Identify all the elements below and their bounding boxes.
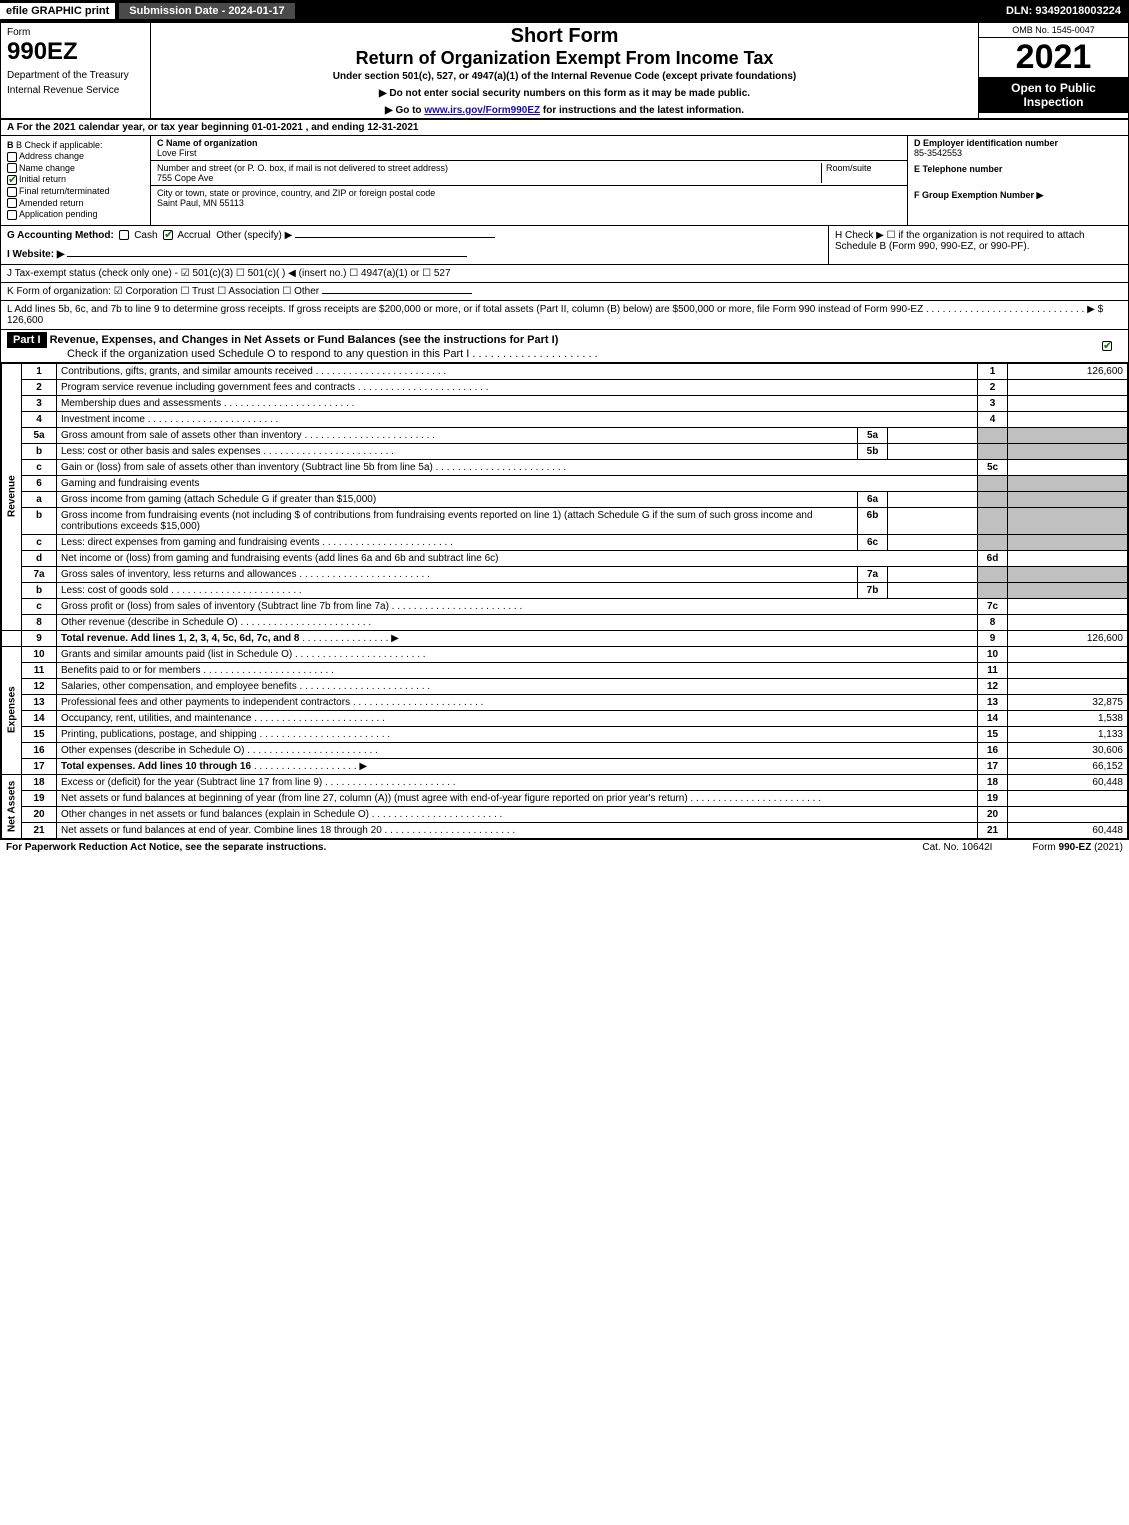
- submission-date: Submission Date - 2024-01-17: [119, 3, 294, 19]
- revenue-section-label: Revenue: [2, 363, 22, 630]
- row-g-h: G Accounting Method: Cash Accrual Other …: [1, 226, 1128, 265]
- paperwork-notice: For Paperwork Reduction Act Notice, see …: [6, 842, 326, 853]
- chk-address-change[interactable]: Address change: [7, 151, 144, 162]
- org-city: Saint Paul, MN 55113: [157, 198, 244, 208]
- header-mid: Short Form Return of Organization Exempt…: [151, 23, 978, 118]
- form-number: 990EZ: [7, 38, 144, 66]
- addr-label: Number and street (or P. O. box, if mail…: [157, 163, 448, 173]
- part-1-title: Revenue, Expenses, and Changes in Net As…: [50, 334, 559, 346]
- line-14-amt: 1,538: [1008, 710, 1128, 726]
- box-b: B B Check if applicable: Address change …: [1, 136, 151, 225]
- city-label: City or town, state or province, country…: [157, 188, 435, 198]
- lines-table: Revenue 1Contributions, gifts, grants, a…: [1, 363, 1128, 839]
- ein-value: 85-3542553: [914, 148, 962, 158]
- chk-amended[interactable]: Amended return: [7, 198, 144, 209]
- ein-label: D Employer identification number: [914, 138, 1058, 148]
- ssn-note: ▶ Do not enter social security numbers o…: [157, 88, 972, 99]
- tel-label: E Telephone number: [914, 164, 1002, 174]
- row-j: J Tax-exempt status (check only one) - ☑…: [1, 265, 1128, 283]
- row-k: K Form of organization: ☑ Corporation ☐ …: [1, 283, 1128, 301]
- chk-schedule-o[interactable]: [1102, 341, 1112, 351]
- chk-name-change[interactable]: Name change: [7, 163, 144, 174]
- box-c: C Name of organizationLove First Number …: [151, 136, 908, 225]
- box-b-hdr: B Check if applicable:: [16, 140, 103, 150]
- box-def: D Employer identification number85-35425…: [908, 136, 1128, 225]
- org-name: Love First: [157, 148, 197, 158]
- line-17-total-exp: 66,152: [1008, 758, 1128, 774]
- chk-final-return[interactable]: Final return/terminated: [7, 186, 144, 197]
- tax-year: 2021: [979, 38, 1128, 77]
- irs-link[interactable]: www.irs.gov/Form990EZ: [424, 105, 540, 116]
- chk-cash[interactable]: [119, 230, 129, 240]
- expenses-section-label: Expenses: [2, 646, 22, 774]
- part-1-header: Part I Revenue, Expenses, and Changes in…: [1, 330, 1128, 363]
- website-row: I Website: ▶: [7, 249, 822, 260]
- top-info-row: B B Check if applicable: Address change …: [1, 136, 1128, 226]
- line-13-amt: 32,875: [1008, 694, 1128, 710]
- form-header: Form 990EZ Department of the Treasury In…: [1, 23, 1128, 120]
- line-18-amt: 60,448: [1008, 774, 1128, 790]
- goto-pre: ▶ Go to: [385, 105, 424, 116]
- line-1-amt: 126,600: [1008, 363, 1128, 379]
- part-1-checknote: Check if the organization used Schedule …: [67, 348, 598, 360]
- form-body: Form 990EZ Department of the Treasury In…: [0, 22, 1129, 840]
- form-word: Form: [7, 27, 144, 38]
- dln-label: DLN: 93492018003224: [998, 3, 1129, 19]
- header-right: OMB No. 1545-0047 2021 Open to Public In…: [978, 23, 1128, 118]
- goto-post: for instructions and the latest informat…: [540, 105, 744, 116]
- net-assets-section-label: Net Assets: [2, 774, 22, 838]
- header-left: Form 990EZ Department of the Treasury In…: [1, 23, 151, 118]
- accounting-method: G Accounting Method: Cash Accrual Other …: [7, 230, 822, 241]
- line-16-amt: 30,606: [1008, 742, 1128, 758]
- efile-print-label[interactable]: efile GRAPHIC print: [0, 3, 115, 19]
- dept-treasury: Department of the Treasury: [7, 70, 144, 81]
- form-subtitle: Under section 501(c), 527, or 4947(a)(1)…: [157, 71, 972, 82]
- top-bar: efile GRAPHIC print Submission Date - 20…: [0, 0, 1129, 22]
- form-year-label: Form 990-EZ (2021): [1032, 842, 1123, 853]
- omb-number: OMB No. 1545-0047: [979, 23, 1128, 38]
- form-title: Return of Organization Exempt From Incom…: [157, 48, 972, 69]
- row-a-calendar-year: A For the 2021 calendar year, or tax yea…: [1, 120, 1128, 136]
- room-suite-label: Room/suite: [821, 163, 901, 183]
- line-21-amt: 60,448: [1008, 822, 1128, 838]
- gross-receipts-amt: 126,600: [7, 315, 43, 326]
- line-15-amt: 1,133: [1008, 726, 1128, 742]
- box-h: H Check ▶ ☐ if the organization is not r…: [828, 226, 1128, 264]
- group-exemption-label: F Group Exemption Number ▶: [914, 190, 1043, 200]
- goto-note: ▶ Go to www.irs.gov/Form990EZ for instru…: [157, 105, 972, 116]
- part-1-badge: Part I: [7, 332, 47, 348]
- row-l: L Add lines 5b, 6c, and 7b to line 9 to …: [1, 301, 1128, 330]
- org-addr: 755 Cope Ave: [157, 173, 213, 183]
- c-name-label: C Name of organization: [157, 138, 258, 148]
- short-form-title: Short Form: [157, 25, 972, 48]
- cat-no: Cat. No. 10642I: [922, 842, 992, 853]
- chk-app-pending[interactable]: Application pending: [7, 209, 144, 220]
- page-footer: For Paperwork Reduction Act Notice, see …: [0, 840, 1129, 855]
- chk-initial-return[interactable]: Initial return: [7, 174, 144, 185]
- chk-accrual[interactable]: [163, 230, 173, 240]
- irs-label: Internal Revenue Service: [7, 85, 144, 96]
- open-public-badge: Open to Public Inspection: [979, 77, 1128, 113]
- line-9-total-rev: 126,600: [1008, 630, 1128, 646]
